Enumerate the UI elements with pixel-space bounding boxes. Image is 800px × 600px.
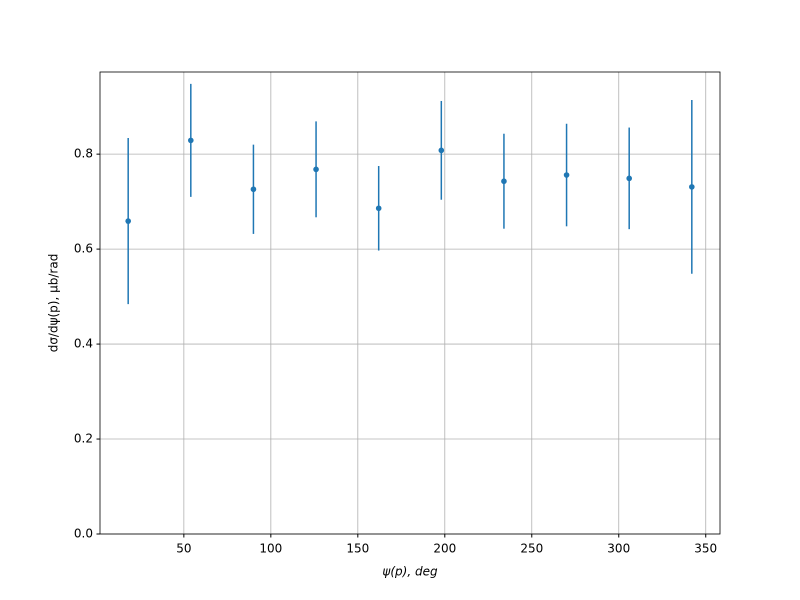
- data-point: [313, 166, 319, 173]
- x-tick-label: 350: [694, 542, 717, 556]
- x-tick-label: 250: [520, 542, 543, 556]
- y-tick-label: 0.6: [74, 242, 93, 256]
- y-tick-label: 0.8: [74, 147, 93, 161]
- data-point: [626, 175, 632, 182]
- x-tick-label: 150: [346, 542, 369, 556]
- x-axis-label: ψ(p), deg: [382, 565, 438, 579]
- x-tick-label: 200: [433, 542, 456, 556]
- y-tick-label: 0.0: [74, 527, 93, 541]
- data-point: [188, 137, 194, 144]
- data-point: [250, 186, 257, 193]
- x-tick-label: 300: [607, 542, 630, 556]
- x-tick-label: 50: [176, 542, 191, 556]
- data-point: [501, 178, 507, 185]
- data-point: [438, 147, 445, 154]
- data-point: [125, 218, 131, 224]
- data-point: [689, 184, 695, 190]
- x-tick-label: 100: [259, 542, 282, 556]
- y-axis-label: dσ/dψ(p), μb/rad: [47, 254, 61, 353]
- data-point: [375, 205, 382, 212]
- data-point: [563, 172, 570, 178]
- y-tick-label: 0.4: [74, 337, 93, 351]
- y-tick-label: 0.2: [74, 432, 93, 446]
- plot-frame: [99, 71, 721, 535]
